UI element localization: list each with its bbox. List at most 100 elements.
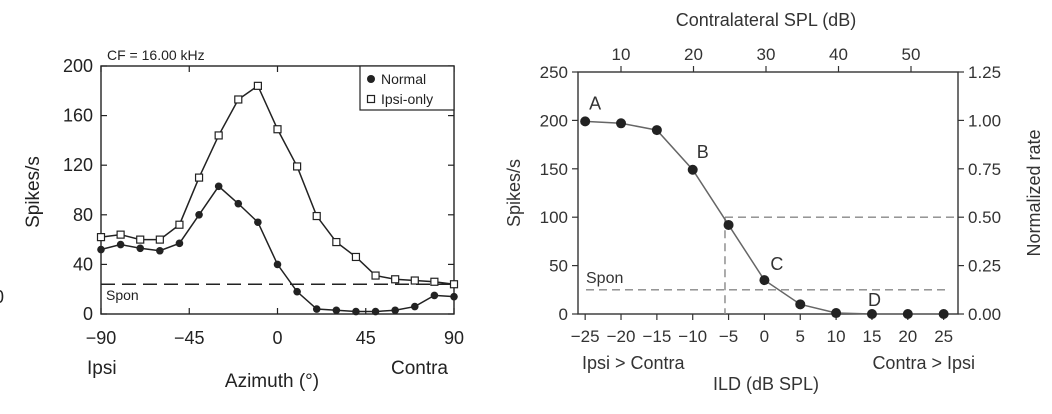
right-y-tick-label: 100 (540, 208, 568, 227)
edge-fragment-text: 0 (0, 287, 4, 307)
data-point-ipsi-only (293, 162, 302, 171)
data-point-ild (831, 308, 842, 319)
right-top-tick-label: 40 (829, 45, 848, 64)
legend-label-normal: Normal (381, 71, 426, 87)
left-legend: Normal Ipsi-only (359, 65, 455, 111)
right-x-tick-label: −15 (642, 327, 671, 346)
left-x-side-label-ipsi: Ipsi (87, 358, 117, 379)
right-y-right-tick-label: 1.00 (968, 111, 1001, 130)
right-y-right-tick-label: 0.75 (968, 160, 1001, 179)
data-point-ipsi-only (449, 280, 459, 289)
data-point-ipsi-only (332, 237, 341, 247)
right-y-tick-label: 50 (549, 257, 568, 276)
right-x-axis-top: 10 20 30 40 50 (612, 45, 921, 72)
data-point-ild (687, 164, 698, 175)
right-y-tick-label: 200 (540, 111, 568, 130)
right-x-tick-label: 20 (898, 327, 917, 346)
right-y-tick-label: 0 (559, 305, 568, 324)
right-plot-frame (577, 71, 959, 315)
point-label: D (868, 290, 881, 310)
legend-marker-normal (367, 75, 375, 83)
series-points-normal (97, 182, 458, 316)
data-point-ild (723, 219, 734, 230)
left-y-axis: 0 40 80 120 160 200 (63, 56, 454, 324)
data-point-normal (273, 260, 282, 269)
right-x-axis-top-label: Contralateral SPL (dB) (676, 10, 856, 30)
data-point-normal (450, 292, 458, 301)
right-x-side-label-ipsi: Ipsi > Contra (582, 353, 686, 373)
data-point-ipsi-only (136, 235, 145, 244)
right-y-right-tick-label: 0.00 (968, 305, 1001, 324)
left-x-axis-label: Azimuth (°) (225, 371, 319, 392)
data-point-normal (293, 287, 301, 296)
data-point-ipsi-only (214, 131, 223, 140)
left-x-side-label-contra: Contra (391, 358, 448, 379)
data-point-normal (254, 218, 262, 227)
right-x-tick-label: −5 (719, 327, 738, 346)
left-x-tick-label: 0 (272, 328, 282, 348)
data-point-normal (391, 306, 399, 315)
right-x-side-label-contra: Contra > Ipsi (872, 353, 975, 373)
series-points-ipsi-only (96, 81, 459, 289)
left-x-tick-label: 90 (444, 328, 464, 348)
data-point-normal (332, 306, 341, 315)
left-legend-box (359, 65, 455, 111)
data-point-normal (234, 199, 243, 208)
data-point-ipsi-only (194, 173, 204, 182)
right-x-tick-label: 10 (827, 327, 846, 346)
right-y-axis-right: 0.00 0.25 0.50 0.75 1.00 1.25 (958, 63, 1001, 324)
data-point-ipsi-only (273, 125, 282, 134)
left-x-axis: −90 −45 0 45 90 (86, 66, 464, 348)
data-point-ild (795, 299, 806, 310)
data-point-ipsi-only (116, 230, 125, 239)
right-top-tick-label: 50 (902, 45, 921, 64)
left-y-tick-label: 160 (63, 106, 93, 126)
point-label: B (697, 142, 709, 162)
left-x-tick-label: −45 (174, 328, 205, 348)
right-x-tick-label: −25 (571, 327, 600, 346)
right-y-tick-label: 150 (540, 160, 568, 179)
data-point-normal (175, 239, 184, 248)
right-x-tick-label: 25 (934, 327, 953, 346)
data-point-ild (866, 309, 877, 319)
right-y-right-tick-label: 1.25 (968, 63, 1001, 82)
data-point-normal (136, 244, 145, 253)
data-point-ipsi-only (155, 235, 164, 244)
data-point-normal (371, 307, 380, 316)
series-points-ild (580, 116, 949, 319)
right-y-right-tick-label: 0.25 (968, 257, 1001, 276)
point-labels: A B C D (589, 93, 881, 310)
data-point-normal (116, 240, 125, 249)
left-y-tick-label: 0 (83, 304, 93, 324)
data-point-ipsi-only (391, 275, 400, 284)
right-x-tick-label: 5 (796, 327, 805, 346)
data-point-ipsi-only (312, 211, 321, 221)
right-y-tick-label: 250 (540, 63, 568, 82)
data-point-normal (410, 302, 419, 311)
right-x-tick-label: −10 (678, 327, 707, 346)
data-point-ipsi-only (253, 81, 262, 90)
right-x-tick-label: 0 (760, 327, 769, 346)
data-point-ild (902, 309, 913, 319)
data-point-normal (156, 246, 164, 255)
left-y-tick-label: 120 (63, 155, 93, 175)
data-point-normal (430, 291, 439, 300)
left-y-tick-label: 80 (73, 205, 93, 225)
legend-marker-ipsi-only (366, 94, 376, 104)
data-point-ipsi-only (234, 95, 243, 104)
right-x-axis-bottom: −25 −20 −15 −10 −5 0 5 10 15 20 25 (571, 314, 953, 346)
right-top-tick-label: 20 (684, 45, 703, 64)
right-y-axis-left: 0 50 100 150 200 250 (540, 63, 578, 324)
left-x-tick-label: −90 (86, 328, 117, 348)
data-point-ild (651, 125, 662, 136)
legend-label-ipsi-only: Ipsi-only (381, 91, 433, 107)
data-point-ild (938, 309, 949, 319)
right-y-axis-label: Spikes/s (504, 159, 524, 227)
right-top-tick-label: 10 (612, 45, 631, 64)
data-point-normal (97, 245, 105, 254)
right-x-tick-label: −20 (607, 327, 636, 346)
left-y-tick-label: 200 (63, 56, 93, 76)
series-line-ipsi-only (100, 84, 455, 285)
data-point-normal (214, 182, 223, 191)
